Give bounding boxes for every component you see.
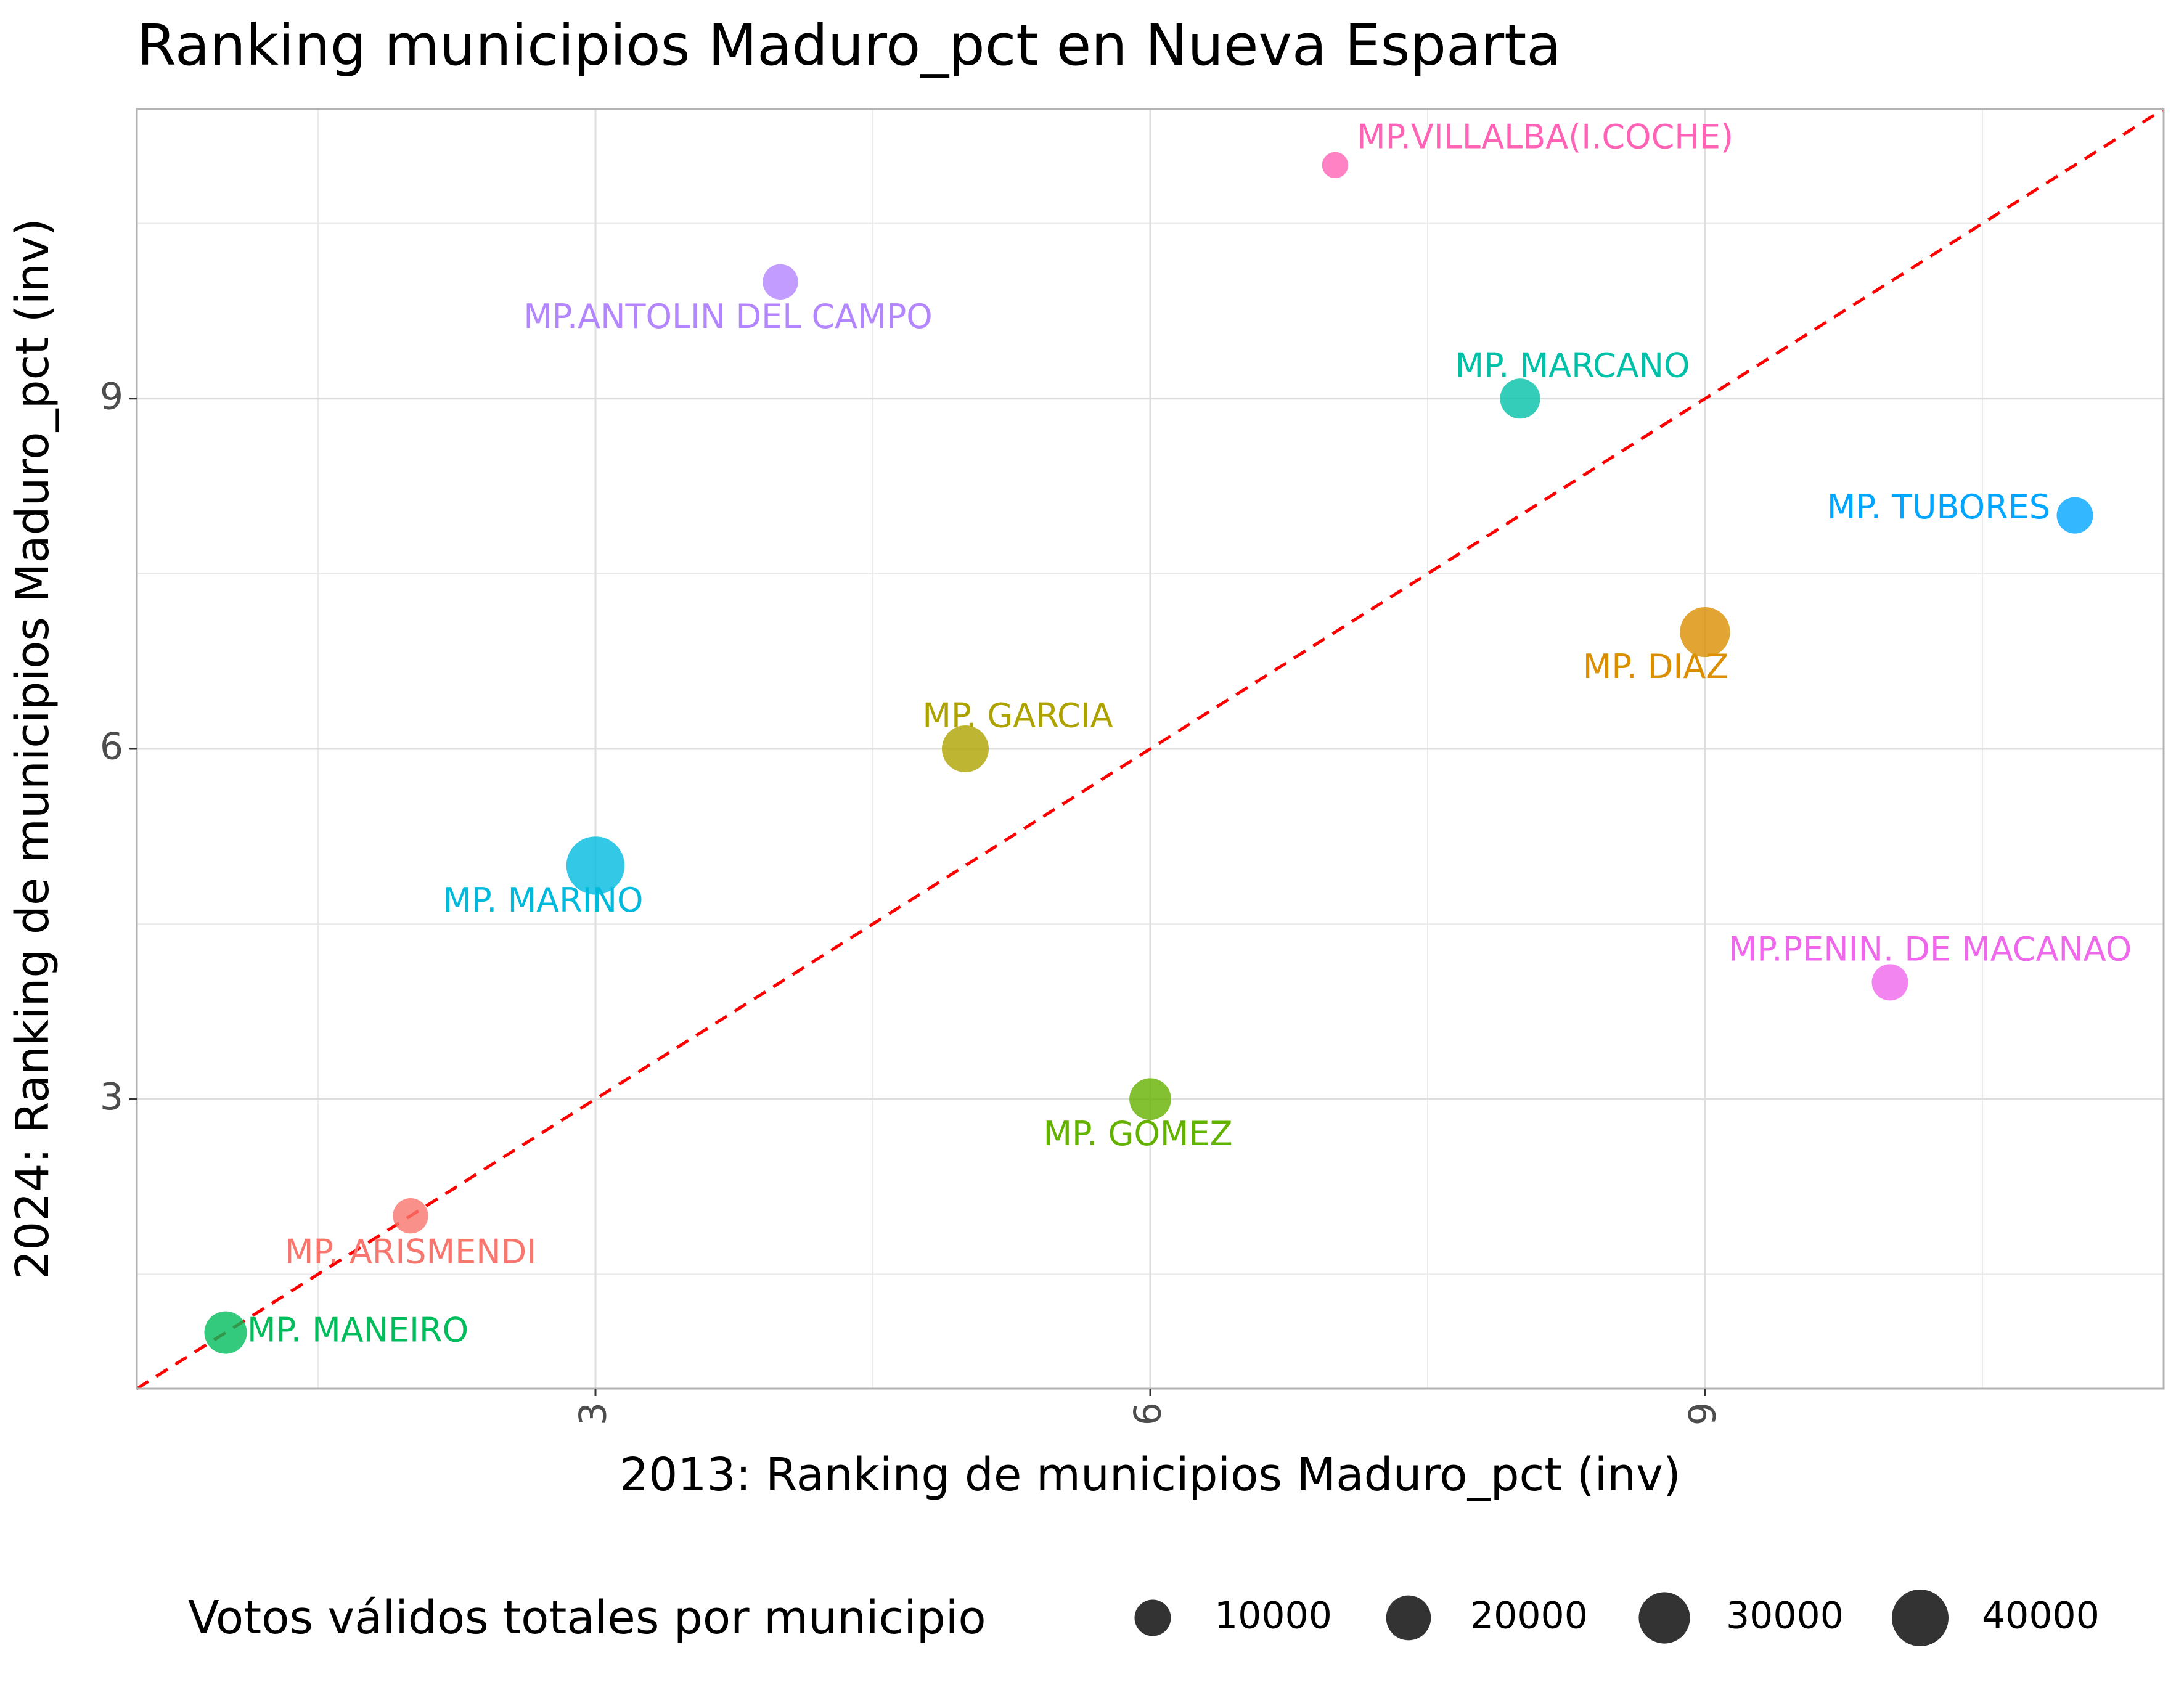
point-label: MP. GARCIA [922, 696, 1113, 735]
data-point [2056, 497, 2093, 534]
data-point [1500, 378, 1540, 419]
point-label: MP.VILLALBA(I.COCHE) [1357, 118, 1733, 157]
identity-line [136, 107, 2165, 1390]
legend-label: 10000 [1214, 1594, 1332, 1638]
x-axis-label: 2013: Ranking de municipios Maduro_pct (… [620, 1448, 1681, 1501]
point-label: MP. ARISMENDI [285, 1232, 536, 1271]
point-label: MP. MANEIRO [247, 1311, 468, 1350]
x-tick-label: 6 [1127, 1402, 1170, 1426]
reference-line-layer [136, 107, 2165, 1390]
point-label: MP. DIAZ [1583, 647, 1729, 686]
legend-title: Votos válidos totales por municipio [188, 1591, 986, 1644]
data-point [1129, 1078, 1171, 1120]
data-point [393, 1198, 428, 1234]
point-label: MP.ANTOLIN DEL CAMPO [523, 297, 933, 336]
legend-label: 30000 [1726, 1594, 1844, 1638]
chart-title: Ranking municipios Maduro_pct en Nueva E… [137, 12, 1561, 78]
y-axis-ticks: 3 6 9 [100, 375, 137, 1119]
point-label: MP. MARCANO [1455, 346, 1690, 385]
size-legend: Votos válidos totales por municipio 1000… [188, 1590, 2100, 1646]
point-labels: MP. ARISMENDI MP. DIAZ MP. GARCIA MP. GOMEZ… [247, 118, 2132, 1350]
legend-key [1638, 1592, 1690, 1644]
legend-entries: 10000 20000 30000 40000 [1134, 1590, 2100, 1646]
data-point [1322, 152, 1349, 179]
y-tick-label: 3 [100, 1076, 123, 1119]
data-point [763, 264, 798, 300]
legend-key [1386, 1595, 1431, 1641]
legend-label: 20000 [1470, 1594, 1588, 1638]
point-label: MP. GOMEZ [1043, 1114, 1232, 1153]
point-label: MP. TUBORES [1827, 488, 2050, 526]
data-point [204, 1311, 247, 1354]
x-tick-label: 3 [572, 1402, 615, 1426]
data-point [566, 836, 625, 895]
x-axis-ticks: 3 6 9 [572, 1389, 1725, 1426]
y-tick-label: 6 [100, 725, 123, 769]
point-label: MP.PENIN. DE MACANAO [1728, 929, 2132, 968]
y-axis-label: 2024: Ranking de municipios Maduro_pct (… [6, 218, 59, 1280]
legend-key [1134, 1599, 1171, 1636]
data-point [1871, 964, 1908, 1001]
data-point [1680, 606, 1730, 658]
legend-key [1892, 1590, 1949, 1646]
data-points [204, 152, 2093, 1354]
point-label: MP. MARINO [443, 881, 644, 920]
data-point [941, 725, 989, 773]
legend-label: 40000 [1982, 1594, 2100, 1638]
y-tick-label: 9 [100, 375, 123, 418]
x-tick-label: 9 [1682, 1402, 1725, 1426]
